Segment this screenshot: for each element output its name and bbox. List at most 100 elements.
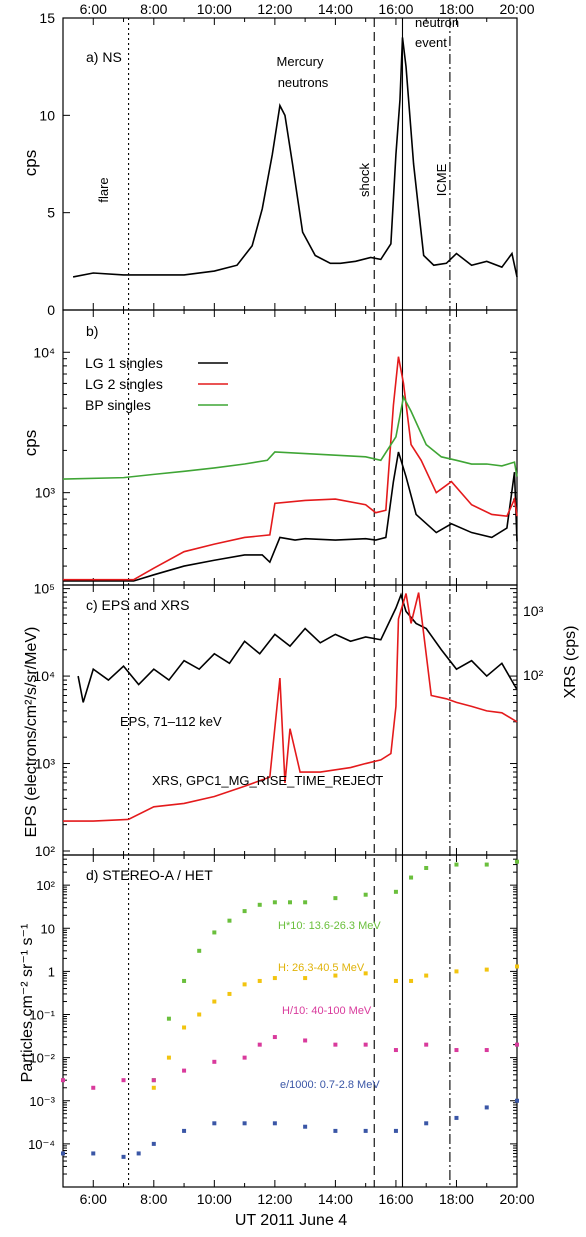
data-point-1 [424, 973, 429, 978]
panel-frame [62, 854, 518, 1188]
xrs-series-label: XRS, GPC1_MG_RISE_TIME_REJECT [152, 773, 383, 788]
data-point-3 [424, 1121, 429, 1126]
y-tick-label: 10⁻² [29, 1051, 55, 1066]
series-line-eps [77, 592, 518, 703]
het-label-h10: H*10: 13.6-26.3 MeV [278, 920, 381, 932]
data-point-2 [242, 1055, 247, 1060]
data-point-2 [303, 1038, 308, 1043]
data-point-2 [515, 1042, 519, 1047]
annotation-neutron: neutron [415, 15, 459, 30]
data-point-2 [121, 1078, 126, 1083]
y-tick-label: 10⁻¹ [29, 1008, 55, 1023]
y-tick-label: 10⁵ [34, 581, 55, 597]
panel-a-ylabel: cps [21, 150, 40, 176]
data-point-0 [424, 865, 429, 870]
data-point-3 [91, 1151, 96, 1156]
data-point-0 [288, 900, 292, 905]
data-point-1 [303, 976, 308, 981]
data-point-0 [197, 948, 202, 953]
data-point-1 [166, 1055, 171, 1060]
data-point-0 [484, 862, 489, 867]
data-point-1 [393, 978, 398, 983]
x-tick-label-bottom: 20:00 [499, 1191, 534, 1207]
data-point-3 [393, 1128, 398, 1133]
data-point-0 [515, 859, 519, 864]
data-point-3 [136, 1151, 141, 1156]
data-point-0 [272, 900, 277, 905]
x-tick-label-bottom: 10:00 [197, 1191, 232, 1207]
data-point-0 [363, 892, 368, 897]
series-line-xrs [63, 592, 518, 822]
y-tick-label: 10⁻⁴ [28, 1137, 55, 1152]
series-line-0 [63, 451, 518, 582]
data-point-1 [197, 1012, 202, 1017]
data-point-2 [484, 1048, 489, 1053]
y-tick-label: 10⁴ [33, 344, 55, 360]
x-tick-label-top: 8:00 [140, 1, 167, 17]
legend-bp: BP singles [85, 397, 151, 413]
data-point-0 [409, 875, 414, 880]
panel-c-ylabel-right: XRS (cps) [562, 626, 579, 699]
figure-data [61, 18, 519, 1187]
data-point-1 [333, 973, 338, 978]
y2-tick-label: 10² [523, 667, 544, 683]
data-point-2 [272, 1035, 277, 1040]
x-tick-label-top: 6:00 [80, 1, 107, 17]
series-line-ns [72, 37, 518, 278]
data-point-2 [182, 1068, 187, 1073]
data-point-0 [257, 902, 262, 907]
y-tick-label: 10³ [35, 756, 56, 772]
data-point-0 [303, 900, 308, 905]
legend-lg2: LG 2 singles [85, 376, 163, 392]
data-point-1 [227, 991, 232, 996]
het-label-h: H: 26.3-40.5 MeV [278, 962, 365, 974]
data-point-3 [212, 1121, 217, 1126]
data-point-3 [121, 1154, 126, 1159]
eps-series-label: EPS, 71–112 keV [120, 714, 222, 729]
y-tick-label: 15 [39, 10, 55, 26]
data-point-0 [393, 889, 398, 894]
series-line-1 [63, 356, 518, 581]
x-tick-label-bottom: 16:00 [378, 1191, 413, 1207]
annotation-neutrons: neutrons [278, 75, 329, 90]
x-tick-label-top: 18:00 [439, 1, 474, 17]
data-point-0 [166, 1016, 171, 1021]
data-point-0 [333, 896, 338, 901]
data-point-3 [515, 1098, 519, 1103]
data-point-2 [424, 1042, 429, 1047]
data-point-3 [303, 1124, 308, 1129]
data-point-2 [454, 1048, 459, 1053]
data-point-3 [333, 1128, 338, 1133]
panel-b-title: b) [86, 323, 98, 339]
het-label-h-div10: H/10: 40-100 MeV [282, 1005, 372, 1017]
y-tick-label: 0 [47, 302, 55, 318]
data-point-2 [91, 1085, 96, 1090]
data-point-3 [363, 1128, 368, 1133]
x-tick-label-top: 14:00 [318, 1, 353, 17]
data-point-3 [151, 1141, 156, 1146]
data-point-1 [151, 1085, 156, 1090]
data-point-1 [257, 978, 262, 983]
x-tick-label-bottom: 14:00 [318, 1191, 353, 1207]
panel-d-title: d) STEREO-A / HET [86, 867, 213, 883]
data-point-0 [212, 930, 217, 935]
data-point-0 [182, 978, 187, 983]
figure-frame: 6:00 6:00 8:00 8:00 10:00 10:00 12:00 12:00 14:0… [28, 1, 543, 1207]
x-tick-label-bottom: 18:00 [439, 1191, 474, 1207]
panel-c-ylabel: EPS (electrons/cm²/s/sr/MeV) [23, 627, 40, 838]
data-point-2 [393, 1048, 398, 1053]
y-tick-label: 10 [41, 921, 55, 936]
data-point-3 [242, 1121, 247, 1126]
data-point-0 [227, 918, 232, 923]
data-point-3 [272, 1121, 277, 1126]
y-tick-label: 10³ [35, 485, 56, 501]
data-point-1 [272, 976, 277, 981]
y-tick-label: 10² [36, 878, 55, 893]
data-point-3 [484, 1105, 489, 1110]
panel-a-title: a) NS [86, 49, 122, 65]
event-label-icme: ICME [434, 163, 449, 196]
y-tick-label: 10⁻³ [29, 1094, 55, 1109]
x-tick-label-bottom: 12:00 [257, 1191, 292, 1207]
panel-c-title: c) EPS and XRS [86, 597, 190, 613]
